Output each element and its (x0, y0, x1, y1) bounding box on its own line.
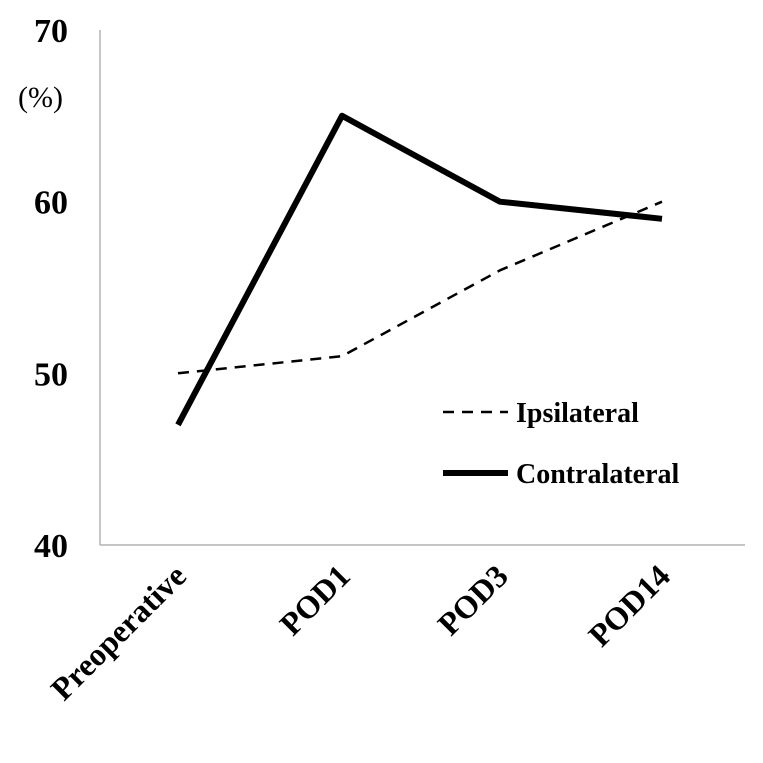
x-tick-label: Preoperative (44, 557, 193, 706)
series-lines (175, 112, 663, 427)
y-tick-label: 50 (34, 356, 68, 393)
legend-label-contralateral: Contralateral (516, 459, 680, 490)
x-tick-label: POD3 (430, 557, 515, 642)
y-unit-label: (%) (18, 81, 63, 114)
x-tick-label: POD14 (581, 557, 677, 653)
x-tick-label: POD1 (272, 557, 357, 642)
y-tick-label: 40 (34, 528, 68, 565)
series-line-contralateral (175, 112, 663, 427)
legend-label-ipsilateral: Ipsilateral (516, 398, 639, 429)
y-tick-labels: 40 50 60 70 (34, 13, 68, 565)
x-tick-labels: Preoperative POD1 POD3 POD14 (44, 557, 677, 706)
series-line-ipsilateral (177, 200, 663, 375)
legend: Ipsilateral Contralateral (443, 398, 680, 490)
y-tick-label: 70 (34, 13, 68, 50)
y-tick-label: 60 (34, 185, 68, 222)
